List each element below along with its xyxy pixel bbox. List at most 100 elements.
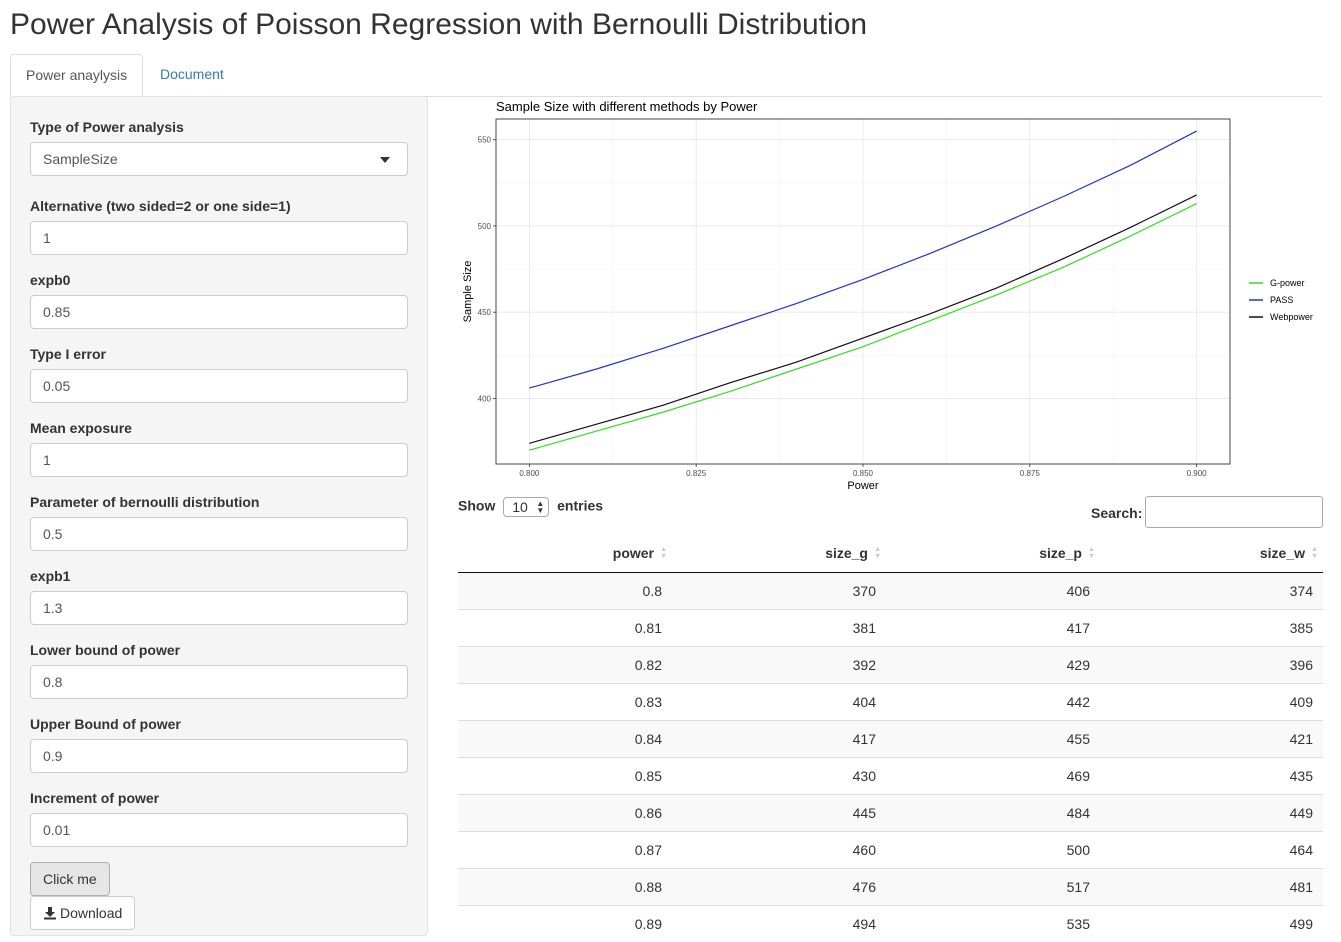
x-tick-label: 0.875 bbox=[1020, 469, 1041, 478]
analysis-type-value: SampleSize bbox=[43, 151, 118, 167]
power-increment-group: Increment of power 0.01 bbox=[30, 788, 408, 847]
bernoulli-param-label: Parameter of bernoulli distribution bbox=[30, 492, 408, 512]
alternative-label: Alternative (two sided=2 or one side=1) bbox=[30, 196, 408, 216]
table-cell-size_p: 469 bbox=[886, 758, 1100, 795]
entries-value: 10 bbox=[512, 499, 528, 515]
sidebar-panel: Type of Power analysis SampleSize Altern… bbox=[10, 96, 428, 936]
power-increment-input[interactable]: 0.01 bbox=[30, 813, 408, 847]
table-cell-power: 0.81 bbox=[458, 610, 672, 647]
table-cell-size_p: 455 bbox=[886, 721, 1100, 758]
legend-label: G-power bbox=[1270, 278, 1305, 288]
table-cell-size_g: 476 bbox=[672, 869, 886, 906]
analysis-type-group: Type of Power analysis SampleSize bbox=[30, 117, 408, 176]
table-cell-size_g: 460 bbox=[672, 832, 886, 869]
y-tick-label: 500 bbox=[478, 222, 492, 231]
table-cell-size_p: 429 bbox=[886, 647, 1100, 684]
column-header-size-p[interactable]: size_p ▲▼ bbox=[886, 534, 1100, 573]
table-cell-power: 0.84 bbox=[458, 721, 672, 758]
legend-label: PASS bbox=[1270, 295, 1293, 305]
tab-power-analysis[interactable]: Power anaylysis bbox=[10, 54, 143, 97]
table-cell-power: 0.87 bbox=[458, 832, 672, 869]
column-header-label: size_w bbox=[1260, 545, 1305, 561]
y-tick-label: 400 bbox=[478, 394, 492, 403]
type-i-error-input[interactable]: 0.05 bbox=[30, 369, 408, 403]
column-header-label: size_p bbox=[1039, 545, 1082, 561]
y-tick-label: 450 bbox=[478, 308, 492, 317]
table-cell-size_g: 494 bbox=[672, 906, 886, 942]
download-button[interactable]: Download bbox=[30, 896, 135, 930]
chart-title: Sample Size with different methods by Po… bbox=[496, 99, 758, 114]
mean-exposure-label: Mean exposure bbox=[30, 418, 408, 438]
table-cell-power: 0.82 bbox=[458, 647, 672, 684]
page-title: Power Analysis of Poisson Regression wit… bbox=[10, 8, 867, 42]
table-cell-size_g: 430 bbox=[672, 758, 886, 795]
table-cell-size_w: 421 bbox=[1100, 721, 1323, 758]
table-cell-size_w: 435 bbox=[1100, 758, 1323, 795]
column-header-label: power bbox=[613, 545, 654, 561]
tab-document[interactable]: Document bbox=[145, 54, 239, 95]
updown-arrows-icon: ▲▼ bbox=[536, 500, 544, 514]
entries-label: entries bbox=[557, 498, 603, 514]
table-cell-size_p: 535 bbox=[886, 906, 1100, 942]
expb0-group: expb0 0.85 bbox=[30, 270, 408, 329]
sort-icon: ▲▼ bbox=[660, 546, 667, 560]
click-me-button[interactable]: Click me bbox=[30, 862, 110, 896]
legend-label: Webpower bbox=[1270, 312, 1313, 322]
analysis-type-label: Type of Power analysis bbox=[30, 117, 408, 137]
table-cell-power: 0.83 bbox=[458, 684, 672, 721]
upper-power-group: Upper Bound of power 0.9 bbox=[30, 714, 408, 773]
table-cell-size_p: 500 bbox=[886, 832, 1100, 869]
x-tick-label: 0.800 bbox=[519, 469, 540, 478]
lower-power-input[interactable]: 0.8 bbox=[30, 665, 408, 699]
table-cell-power: 0.88 bbox=[458, 869, 672, 906]
table-cell-size_p: 484 bbox=[886, 795, 1100, 832]
table-cell-size_p: 417 bbox=[886, 610, 1100, 647]
mean-exposure-group: Mean exposure 1 bbox=[30, 418, 408, 477]
y-axis-title: Sample Size bbox=[462, 261, 474, 323]
tab-bar: Power anaylysis Document bbox=[10, 54, 1322, 97]
lower-power-label: Lower bound of power bbox=[30, 640, 408, 660]
bernoulli-param-input[interactable]: 0.5 bbox=[30, 517, 408, 551]
analysis-type-select[interactable]: SampleSize bbox=[30, 142, 408, 176]
table-controls: Show 10 ▲▼ entries Search: bbox=[458, 494, 1324, 530]
table-cell-size_g: 404 bbox=[672, 684, 886, 721]
mean-exposure-input[interactable]: 1 bbox=[30, 443, 408, 477]
column-header-label: size_g bbox=[825, 545, 868, 561]
table-cell-size_g: 445 bbox=[672, 795, 886, 832]
search-input[interactable] bbox=[1145, 496, 1323, 528]
bernoulli-param-group: Parameter of bernoulli distribution 0.5 bbox=[30, 492, 408, 551]
column-header-size-g[interactable]: size_g ▲▼ bbox=[672, 534, 886, 573]
expb1-input[interactable]: 1.3 bbox=[30, 591, 408, 625]
table-cell-size_g: 381 bbox=[672, 610, 886, 647]
table-cell-size_w: 396 bbox=[1100, 647, 1323, 684]
table-cell-size_w: 449 bbox=[1100, 795, 1323, 832]
sort-icon: ▲▼ bbox=[874, 546, 881, 560]
download-icon bbox=[43, 906, 57, 920]
table-cell-size_w: 499 bbox=[1100, 906, 1323, 942]
upper-power-input[interactable]: 0.9 bbox=[30, 739, 408, 773]
table-cell-size_w: 464 bbox=[1100, 832, 1323, 869]
type-i-error-group: Type I error 0.05 bbox=[30, 344, 408, 403]
table-cell-size_w: 409 bbox=[1100, 684, 1323, 721]
table-cell-size_p: 406 bbox=[886, 573, 1100, 610]
search-label: Search: bbox=[1091, 505, 1142, 521]
sort-icon: ▲▼ bbox=[1088, 546, 1095, 560]
column-header-power[interactable]: power ▲▼ bbox=[458, 534, 672, 573]
entries-select[interactable]: 10 ▲▼ bbox=[503, 497, 549, 517]
expb1-group: expb1 1.3 bbox=[30, 566, 408, 625]
column-header-size-w[interactable]: size_w▲▼ bbox=[1100, 534, 1323, 573]
x-axis-title: Power bbox=[847, 480, 879, 491]
expb0-input[interactable]: 0.85 bbox=[30, 295, 408, 329]
table-cell-size_w: 385 bbox=[1100, 610, 1323, 647]
alternative-input[interactable]: 1 bbox=[30, 221, 408, 255]
table-cell-size_w: 481 bbox=[1100, 869, 1323, 906]
table-cell-size_p: 442 bbox=[886, 684, 1100, 721]
download-label: Download bbox=[60, 905, 122, 921]
